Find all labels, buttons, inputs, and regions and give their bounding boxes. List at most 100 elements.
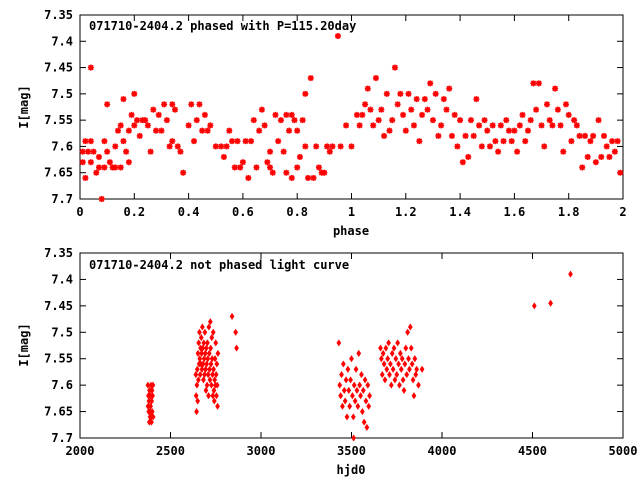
data-point [193,117,200,124]
data-point [432,90,439,97]
data-point [406,355,411,363]
data-point [383,344,389,352]
data-point [106,159,113,166]
data-point [149,397,155,405]
data-point [194,408,199,416]
data-point [568,138,575,145]
unphased-light-curve-chart: 7.35 7.4 7.45 7.5 7.55 7.6 7.65 7.7 2000 2500 300… [17,246,637,477]
x-tick-label: 3000 [247,444,276,458]
data-point [579,164,586,171]
data-point [193,371,199,379]
data-point [150,392,155,400]
data-point [299,117,306,124]
data-point [391,64,398,71]
phased-light-curve-chart: 7.357.47.457.57.557.67.657.7 0 0.2 0.4 0.6 0… [17,8,627,238]
data-point [573,122,580,129]
data-points [145,270,573,442]
data-point [489,122,496,129]
data-point [356,349,362,357]
data-point [451,111,458,118]
data-point [226,127,233,134]
data-point [153,127,160,134]
data-point [565,111,572,118]
data-point [401,386,407,394]
data-point [530,80,537,87]
data-point [402,360,408,368]
y-tick-label: 7.55 [44,113,73,127]
data-point [409,360,415,368]
data-point [275,138,282,145]
data-point [511,127,518,134]
data-point [541,143,548,150]
data-point [389,117,396,124]
data-point [348,143,355,150]
x-tick-label: 1.6 [504,205,526,219]
data-point [145,381,151,389]
data-point [454,143,461,150]
data-point [571,117,578,124]
data-point [195,349,201,357]
data-point [394,371,400,379]
data-point [199,349,204,357]
data-point [161,101,168,108]
data-point [388,360,393,368]
data-point [359,371,364,379]
data-point [413,371,419,379]
data-point [248,138,255,145]
data-point [213,371,219,379]
data-point [180,169,187,176]
data-point [383,90,390,97]
data-point [211,386,217,394]
data-point [352,397,358,405]
data-point [142,117,149,124]
data-point [212,355,218,363]
x-axis-label: phase [333,224,369,238]
data-point [128,111,135,118]
data-point [302,143,309,150]
data-point [231,164,238,171]
data-point [344,413,350,421]
data-point [258,106,265,113]
data-point [360,386,366,394]
data-point [419,365,425,373]
data-point [522,138,529,145]
data-point [172,106,179,113]
data-point [131,90,138,97]
y-tick-label: 7.6 [51,378,73,392]
data-point [609,138,616,145]
data-point [96,153,103,160]
data-point [203,386,209,394]
data-point [197,371,203,379]
data-point [427,80,434,87]
data-point [194,365,200,373]
data-point [391,344,397,352]
data-point [375,117,382,124]
data-point [533,106,540,113]
data-point [324,143,331,150]
x-tick-label: 4000 [428,444,457,458]
data-point [256,127,263,134]
data-point [158,127,165,134]
data-point [484,127,491,134]
y-axis-label: I[mag] [17,85,31,128]
data-point [476,122,483,129]
data-point [199,365,205,373]
data-point [392,376,398,384]
data-point [448,132,455,139]
x-tick-label: 1 [348,205,355,219]
y-tick-label: 7.5 [51,87,73,101]
data-point [462,132,469,139]
data-point [424,106,431,113]
data-point [407,365,412,373]
data-point [136,132,143,139]
data-point [370,122,377,129]
data-point [348,376,353,384]
data-point [264,159,271,166]
data-point [402,127,409,134]
data-point [283,169,290,176]
data-point [101,164,108,171]
data-point [560,148,567,155]
data-point [144,122,151,129]
x-tick-label: 2500 [156,444,185,458]
